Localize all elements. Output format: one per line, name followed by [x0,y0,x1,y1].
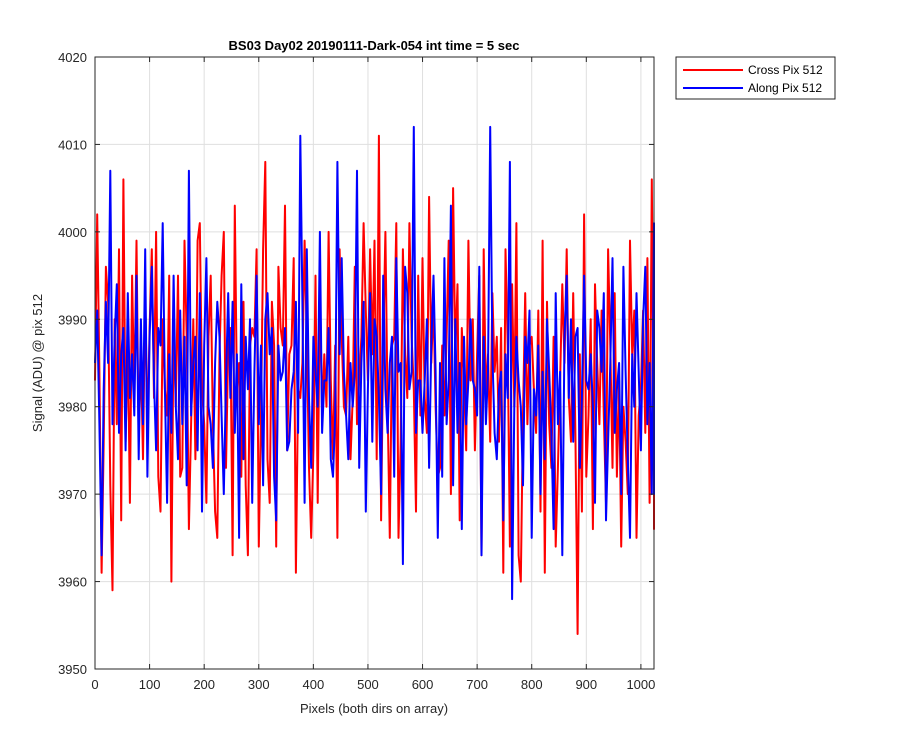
legend-label-along: Along Pix 512 [748,81,822,95]
along-pix-512-series [94,125,655,601]
axis-ticks: 0 100 200 300 400 500 600 700 800 900 1000 3950 3960… [58,50,655,692]
data-series [94,125,655,635]
x-tick-label: 300 [248,677,270,692]
plot-frame [94,56,655,670]
x-tick-label: 800 [521,677,543,692]
legend-box [675,56,836,100]
x-tick-label: 600 [412,677,434,692]
x-tick-label: 500 [357,677,379,692]
y-tick-label: 4020 [58,50,87,65]
x-tick-label: 1000 [626,677,655,692]
x-tick-label: 400 [303,677,325,692]
y-tick-label: 4010 [58,137,87,152]
y-tick-label: 3950 [58,662,87,677]
x-tick-label: 700 [466,677,488,692]
y-tick-label: 3990 [58,312,87,327]
y-tick-label: 4000 [58,225,87,240]
y-tick-label: 3980 [58,400,87,415]
legend-label-cross: Cross Pix 512 [748,63,823,77]
x-tick-label: 900 [575,677,597,692]
y-tick-label: 3970 [58,487,87,502]
legend: Cross Pix 512 Along Pix 512 [675,56,836,100]
x-tick-label: 0 [91,677,98,692]
y-tick-label: 3960 [58,575,87,590]
chart-title: BS03 Day02 20190111-Dark-054 int time = … [229,38,520,53]
x-tick-label: 100 [139,677,161,692]
x-axis-label: Pixels (both dirs on array) [300,701,448,716]
y-axis-label: Signal (ADU) @ pix 512 [30,294,45,432]
x-tick-label: 200 [193,677,215,692]
